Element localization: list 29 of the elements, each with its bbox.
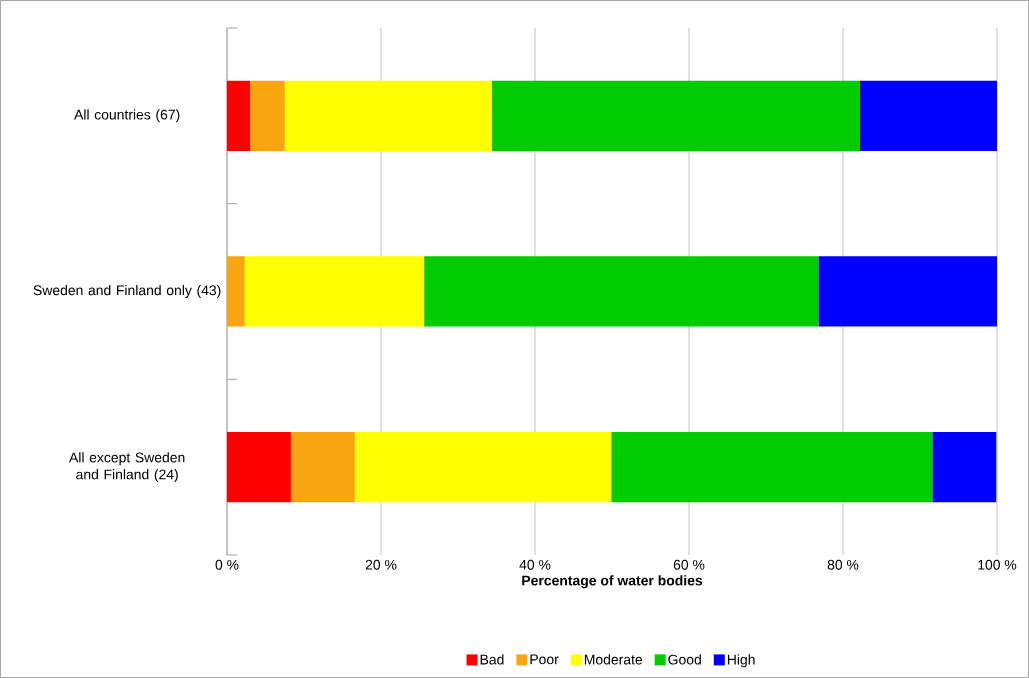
y-tick-label: All except Sweden and Finland (24) (69, 452, 185, 483)
x-tick-label: 0 % (215, 559, 239, 570)
bar (290, 432, 355, 503)
bar (424, 256, 819, 327)
legend-label: Poor (530, 654, 559, 665)
x-tick-label: 40 % (519, 559, 551, 570)
x-axis-title: Percentage of water bodies (522, 575, 703, 589)
bar (250, 80, 285, 151)
legend-label: High (727, 654, 755, 668)
bar (284, 80, 492, 151)
x-tick-label: 80 % (827, 559, 859, 570)
bar (227, 256, 245, 327)
x-tick-label: 60 % (673, 559, 705, 570)
legend-label: Good (668, 654, 701, 665)
bar (859, 80, 998, 151)
bar (227, 432, 291, 503)
bar (818, 256, 998, 327)
bar (354, 432, 612, 503)
bar (491, 80, 860, 151)
bar (227, 80, 251, 151)
x-tick-label: 20 % (365, 559, 397, 570)
bar (611, 432, 933, 503)
y-tick-label: Sweden and Finland only (43) (33, 284, 221, 298)
y-tick-label: All countries (67) (74, 109, 180, 123)
legend-label: Moderate (584, 654, 643, 665)
x-tick-label: 100 % (978, 559, 1017, 570)
bar (932, 432, 997, 503)
bar (244, 256, 425, 327)
legend-label: Bad (480, 654, 504, 665)
